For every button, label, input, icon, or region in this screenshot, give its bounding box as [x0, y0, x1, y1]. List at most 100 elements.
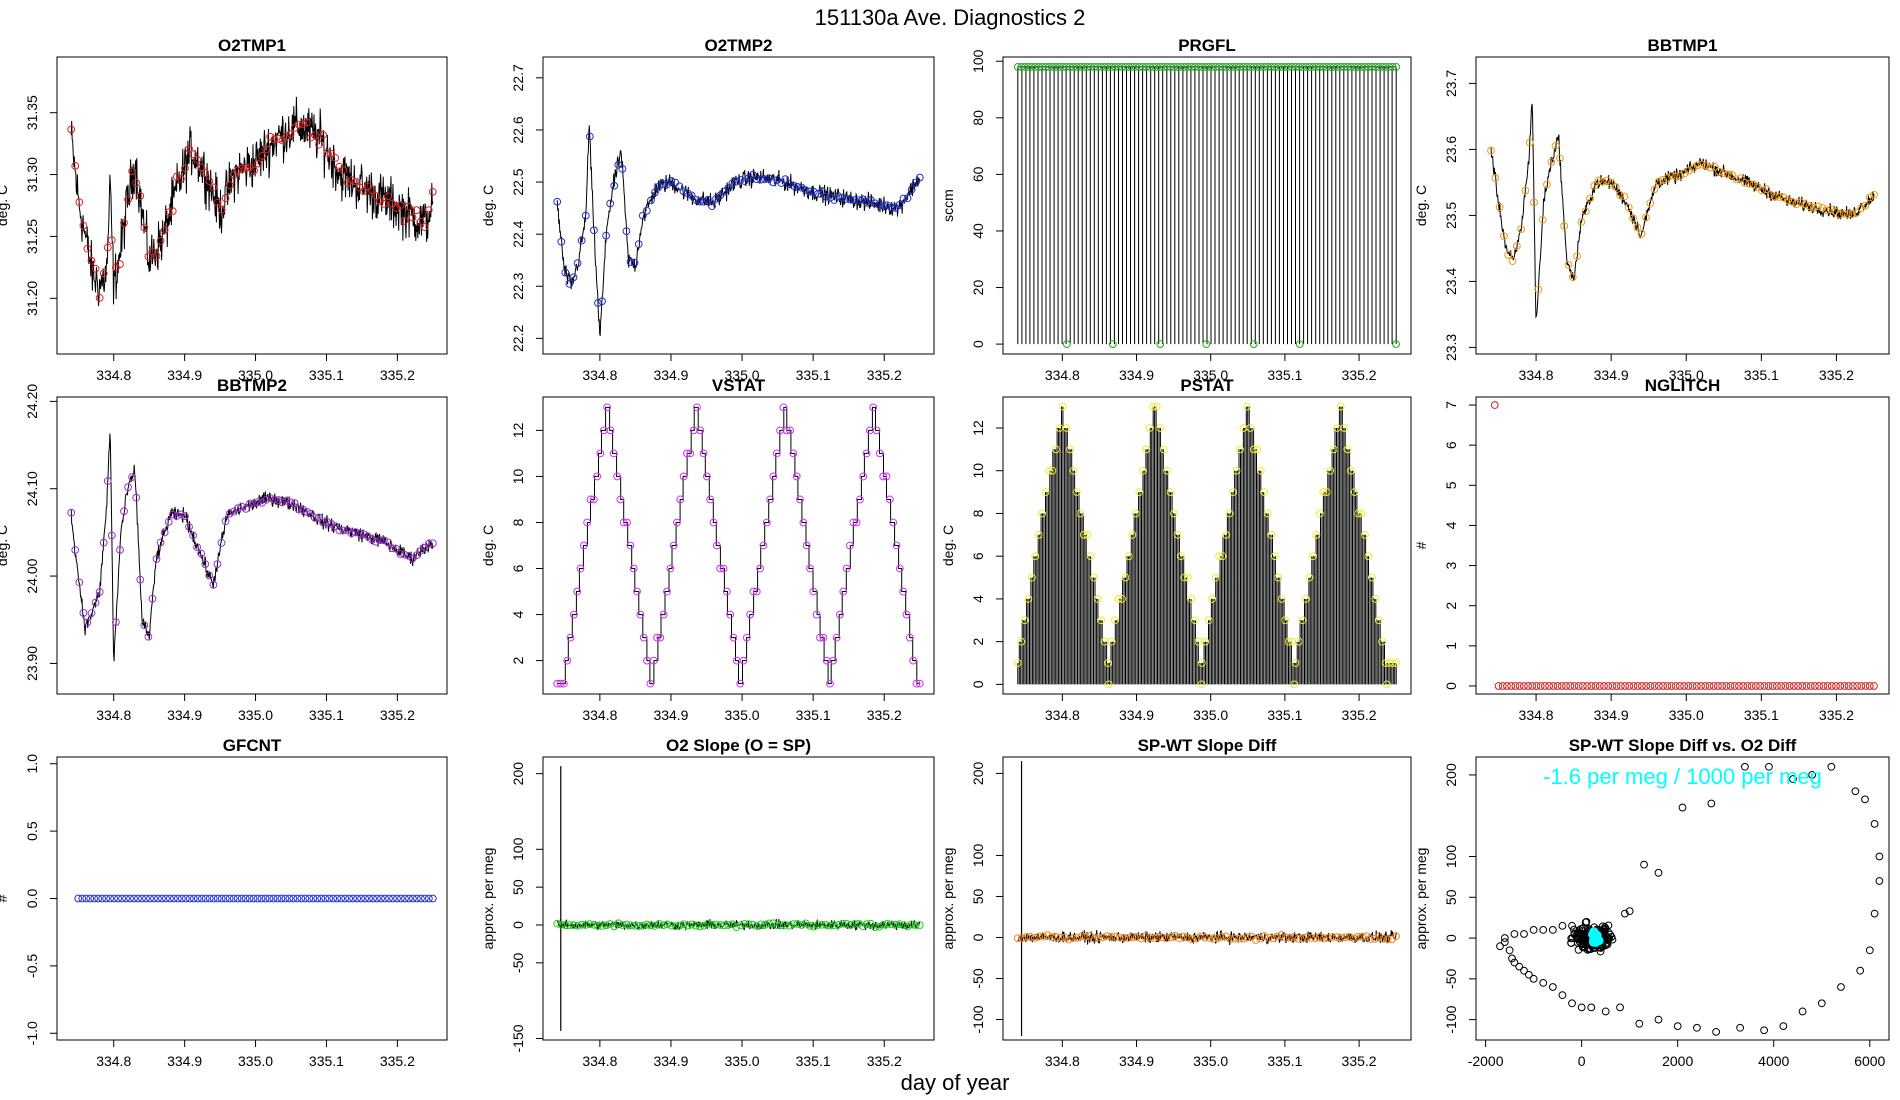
series-marker	[704, 919, 712, 928]
series-marker	[1705, 682, 1714, 690]
series-marker	[169, 894, 178, 903]
series-marker	[321, 894, 330, 903]
series-marker	[766, 495, 774, 504]
outlier-point	[1635, 1019, 1644, 1028]
series-marker	[1211, 573, 1220, 582]
series-marker	[176, 510, 185, 519]
series-marker	[1771, 193, 1779, 201]
series-marker	[1684, 682, 1693, 690]
series-marker	[213, 894, 222, 903]
panel-title: BBTMP1	[1648, 36, 1718, 55]
series-marker	[152, 555, 161, 563]
series-marker	[846, 541, 854, 550]
x-tick-label: 0	[1578, 1053, 1586, 1069]
series-marker	[699, 921, 708, 930]
outlier-point	[1510, 930, 1519, 938]
series-marker	[400, 550, 409, 559]
series-marker	[585, 920, 594, 929]
series-marker	[1159, 445, 1168, 454]
series-marker	[428, 187, 437, 196]
series-marker	[1735, 682, 1743, 690]
series-marker	[634, 922, 643, 930]
series-marker	[1163, 466, 1171, 475]
series-marker	[1378, 637, 1387, 646]
series-marker	[136, 192, 145, 200]
series-marker	[1295, 637, 1303, 646]
series-marker	[130, 894, 138, 903]
outlier-point	[1539, 979, 1548, 987]
series-marker	[365, 894, 373, 903]
y-axis-label: deg. C	[1413, 185, 1429, 226]
series-marker	[736, 176, 745, 184]
series-marker	[120, 507, 128, 516]
series-marker	[1022, 933, 1031, 941]
series-marker	[233, 894, 242, 903]
series-marker	[786, 426, 794, 435]
series-marker	[569, 921, 578, 929]
x-tick-label: 335.0	[1193, 707, 1228, 723]
series-marker	[221, 894, 230, 903]
series-marker	[1277, 931, 1286, 939]
series-marker	[1156, 424, 1165, 432]
series-marker	[1659, 682, 1667, 690]
series-marker	[801, 919, 810, 928]
series-marker	[181, 512, 189, 521]
series-marker	[1659, 175, 1668, 184]
outlier-point	[1568, 921, 1576, 930]
series-marker	[871, 923, 879, 931]
y-axis-label: deg. C	[0, 525, 10, 566]
outlier-point	[1529, 974, 1538, 983]
series-marker	[389, 894, 397, 903]
y-tick-label: 23.4	[1443, 268, 1459, 295]
series-marker	[144, 632, 153, 641]
series-marker	[1487, 146, 1495, 155]
series-marker	[245, 894, 254, 903]
series-marker	[1232, 466, 1241, 475]
series-marker	[201, 560, 210, 569]
series-marker	[675, 182, 684, 191]
series-marker	[359, 187, 368, 196]
series-marker	[75, 578, 84, 587]
series-marker	[1135, 488, 1144, 496]
y-tick-label: 6	[510, 564, 526, 572]
series-marker	[793, 920, 802, 928]
y-axis-label: deg. C	[480, 185, 496, 226]
series-marker	[716, 564, 725, 573]
series-marker	[289, 894, 298, 903]
series-marker	[1504, 251, 1513, 259]
outlier-point	[1861, 795, 1869, 804]
series-marker	[822, 921, 830, 929]
series-marker	[1260, 932, 1269, 940]
series-marker	[99, 538, 108, 547]
series-marker	[779, 403, 788, 412]
series-marker	[1865, 682, 1874, 690]
outlier-point	[1693, 1023, 1701, 1032]
series-marker	[1094, 933, 1103, 942]
series-marker	[1789, 682, 1798, 690]
zero-marker	[1104, 680, 1113, 689]
series-marker	[158, 894, 166, 903]
series-marker	[816, 633, 824, 642]
series-marker	[233, 504, 242, 513]
series-marker	[126, 894, 134, 903]
series-marker	[152, 252, 161, 261]
series-marker	[1069, 934, 1077, 942]
series-marker	[1107, 637, 1116, 646]
outlier-point	[1817, 999, 1826, 1008]
series-marker	[589, 226, 598, 235]
x-tick-label: 335.1	[1744, 707, 1779, 723]
series-marker	[79, 221, 88, 230]
series-marker	[581, 921, 590, 929]
series-marker	[742, 633, 751, 642]
series-marker	[1277, 595, 1286, 603]
series-marker	[1638, 682, 1646, 690]
series-marker	[1031, 552, 1040, 561]
series-marker	[388, 199, 397, 208]
outlier-point	[1870, 819, 1879, 828]
panel-bbtmp1: BBTMP1 deg. C 23.3 23.4 23.5 23.6 23.7 334.8 334…	[1413, 36, 1890, 383]
series-marker	[1379, 934, 1388, 943]
x-tick-label: 335.1	[796, 1053, 831, 1069]
outlier-point	[1500, 934, 1509, 942]
series-marker	[671, 178, 680, 187]
series-marker	[875, 200, 883, 209]
